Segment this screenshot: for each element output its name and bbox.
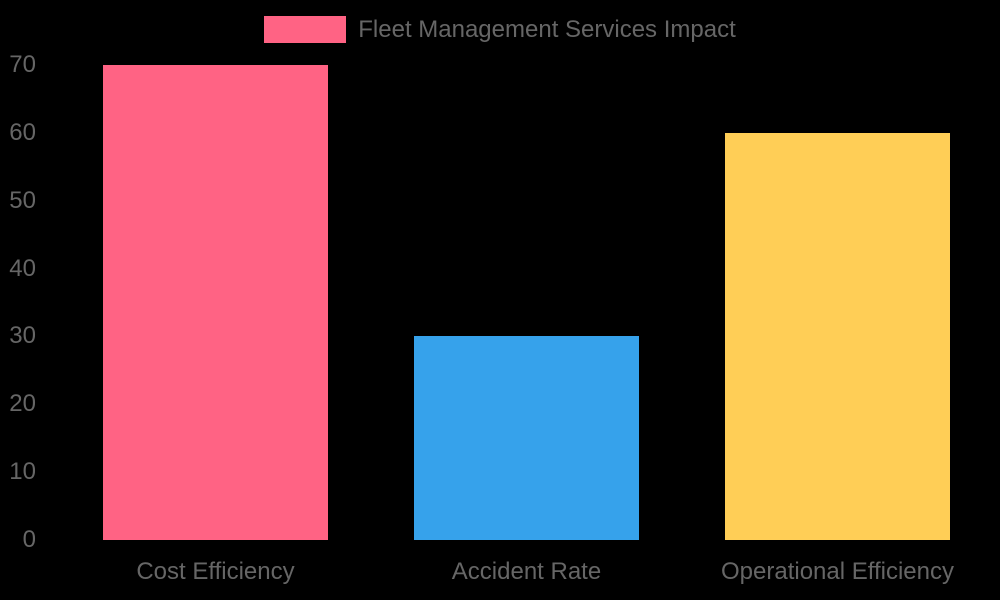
bar-operational-efficiency[interactable] bbox=[725, 132, 950, 540]
y-axis-tick-label: 70 bbox=[9, 51, 36, 78]
y-axis-tick-label: 0 bbox=[22, 526, 36, 553]
x-axis-category-label: Accident Rate bbox=[451, 558, 602, 585]
bar-cost-efficiency[interactable] bbox=[103, 65, 328, 540]
y-axis-tick-label: 30 bbox=[9, 322, 36, 350]
y-axis-tick-label: 60 bbox=[9, 118, 36, 146]
legend-label: Fleet Management Services Impact bbox=[358, 16, 736, 43]
legend-swatch bbox=[264, 16, 347, 43]
x-axis-category-label: Cost Efficiency bbox=[136, 558, 295, 585]
y-axis-tick-label: 20 bbox=[9, 390, 36, 418]
bar-accident-rate[interactable] bbox=[414, 336, 639, 540]
y-axis-tick-label: 40 bbox=[9, 254, 36, 282]
x-axis-category-label: Operational Efficiency bbox=[720, 558, 954, 585]
y-axis-tick-label: 10 bbox=[9, 458, 36, 486]
chart-legend[interactable]: Fleet Management Services Impact bbox=[0, 16, 1000, 43]
y-axis-tick-label: 50 bbox=[9, 186, 36, 214]
